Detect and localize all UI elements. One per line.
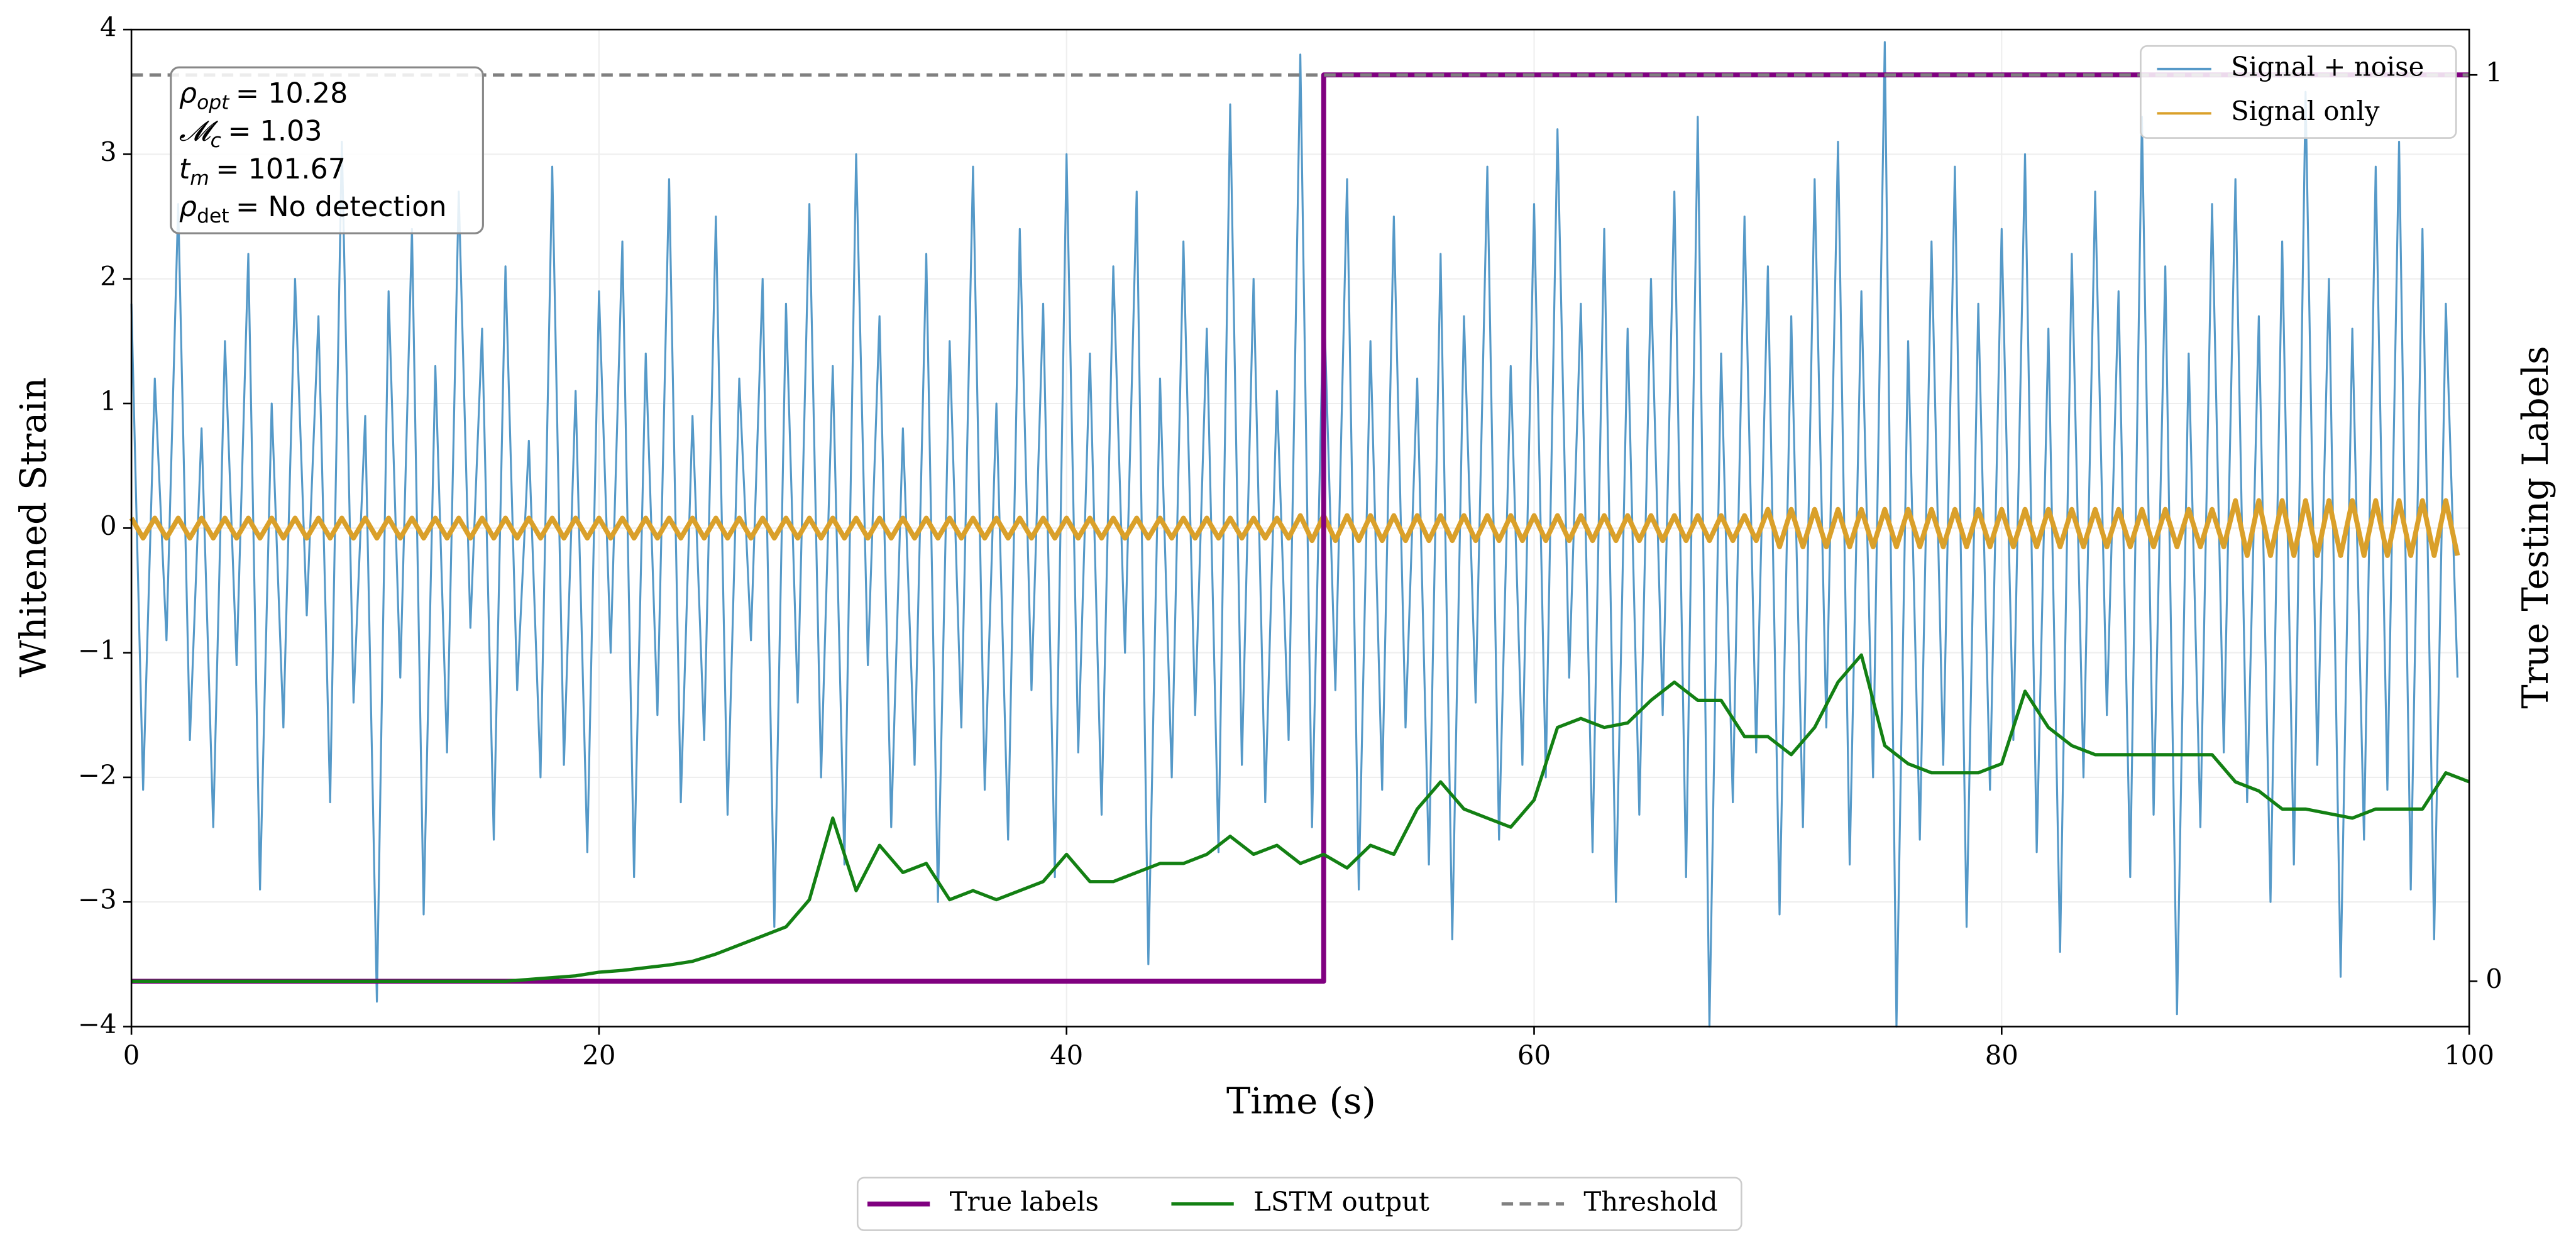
- y-tick-label: 0: [100, 510, 117, 541]
- x-tick-label: 60: [1517, 1040, 1551, 1071]
- x-tick-label: 0: [123, 1040, 140, 1071]
- legend: Signal + noise Signal only: [2140, 45, 2457, 139]
- plot-frame: [130, 28, 2470, 1028]
- legend-frame: [856, 1176, 1742, 1231]
- annotation-subscript: m: [190, 167, 209, 190]
- legend-label: Signal + noise: [2231, 51, 2424, 82]
- x-axis-label: Time (s): [1226, 1080, 1376, 1122]
- annotation-value: = 10.28: [236, 78, 348, 110]
- annotation-symbol: ρ: [179, 78, 197, 110]
- y2-tick-label: 1: [2485, 57, 2502, 88]
- annotation-frame: [170, 66, 484, 234]
- y-tick-label: −2: [78, 759, 117, 790]
- y-tick-label: 1: [100, 386, 117, 417]
- series-line: [131, 653, 2470, 984]
- annotation-value: = No detection: [236, 191, 447, 223]
- x-tick-label: 80: [1985, 1040, 2018, 1071]
- x-tick-label: 100: [2444, 1040, 2494, 1071]
- annotation-subscript: opt: [197, 92, 230, 114]
- series-line: [131, 72, 2470, 984]
- annotation-text: ρdet = No detection: [179, 191, 447, 228]
- y-tick-label: 4: [100, 12, 117, 43]
- annotation-symbol: t: [179, 153, 191, 185]
- series-line: [130, 41, 2459, 1028]
- legend-label: Signal only: [2231, 96, 2380, 126]
- annotation-text: ρopt = 10.28: [179, 78, 348, 114]
- annotation-text: 𝓜c = 1.03: [179, 116, 322, 152]
- legend-frame: [2140, 45, 2457, 139]
- legend-label: True labels: [950, 1186, 1099, 1217]
- y-tick-label: 3: [100, 136, 117, 167]
- annotation-value: = 1.03: [228, 116, 322, 148]
- y-tick-label: −1: [78, 635, 117, 666]
- x-tick-label: 20: [582, 1040, 615, 1071]
- y2-axis-label: True Testing Labels: [2514, 346, 2557, 708]
- annotation-subscript: c: [211, 129, 221, 152]
- y-axis-label: Whitened Strain: [13, 377, 55, 677]
- legend: True labels LSTM output Threshold: [856, 1176, 1742, 1231]
- y2-tick-label: 0: [2485, 963, 2502, 994]
- annotation-subscript: det: [197, 205, 229, 228]
- y-tick-label: −4: [78, 1009, 117, 1039]
- y-tick-label: 2: [100, 261, 117, 292]
- legend-label: Threshold: [1583, 1186, 1717, 1217]
- legend-label: LSTM output: [1253, 1186, 1429, 1217]
- x-tick-label: 40: [1050, 1040, 1083, 1071]
- y-tick-label: −3: [78, 884, 117, 915]
- annotation-text: tm = 101.67: [179, 153, 346, 190]
- annotation-value: = 101.67: [216, 153, 346, 185]
- series-line: [129, 498, 2460, 558]
- annotation-symbol: ρ: [179, 191, 197, 223]
